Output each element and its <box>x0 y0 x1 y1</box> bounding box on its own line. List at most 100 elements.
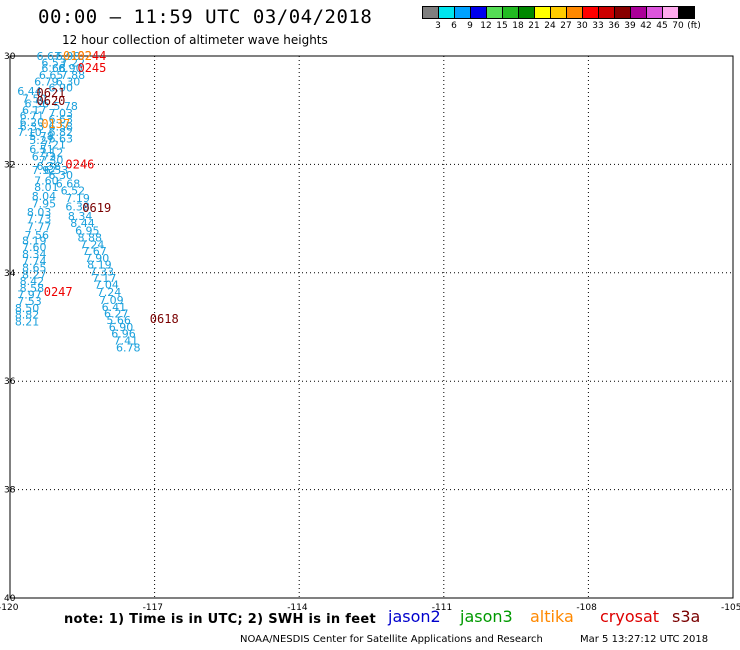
swh-value-label: 7.97 <box>17 288 42 301</box>
color-scale-label: 27 <box>560 21 572 31</box>
pass-time-label: 0618 <box>150 312 179 326</box>
pass-time-label: 0244 <box>77 49 106 63</box>
color-scale-label: 70 <box>672 21 684 31</box>
swh-value-label: 7.21 <box>41 138 66 151</box>
color-scale-label: 15 <box>496 21 508 31</box>
swh-value-label: 7.95 <box>32 197 57 210</box>
swh-value-label: 8.88 <box>77 232 102 245</box>
swh-value-label: 7.56 <box>24 229 49 242</box>
swh-value-label: 5.66 <box>106 314 130 327</box>
swh-value-label: 8.19 <box>22 234 47 247</box>
swh-value-label: 6.90 <box>49 81 73 94</box>
swh-value-label: 6.90 <box>58 62 82 75</box>
swh-value-label: 6.44 <box>17 85 42 98</box>
swh-value-label: 7.88 <box>61 69 86 82</box>
swh-value-label: 7.67 <box>82 245 107 258</box>
color-scale-cell <box>678 6 695 19</box>
swh-value-label: 8.34 <box>68 210 93 223</box>
swh-value-label: 6.53 <box>41 57 66 70</box>
swh-value-label: 7.60 <box>22 241 47 254</box>
swh-value-label: 7.41 <box>114 335 139 348</box>
color-scale-label: 21 <box>528 21 540 31</box>
pass-time-label: 0102 <box>63 49 92 63</box>
swh-value-label: 6.78 <box>116 342 141 355</box>
longitude-tick-label: -117 <box>143 603 163 613</box>
swh-value-label: 7.17 <box>92 272 117 285</box>
color-scale-label: 24 <box>544 21 556 31</box>
pass-time-label: 0137 <box>41 117 70 131</box>
swh-value-label: 6.33 <box>20 120 45 133</box>
swh-value-label: 8.01 <box>34 181 59 194</box>
swh-value-label: 7.33 <box>90 266 115 279</box>
longitude-tick-label: -108 <box>576 603 597 613</box>
swh-value-label: 6.30 <box>56 75 81 88</box>
swh-value-label: 7.03 <box>49 107 73 120</box>
color-scale-label: 18 <box>512 21 524 31</box>
swh-value-label: 7.12 <box>39 146 64 159</box>
color-scale-label: 30 <box>576 21 588 31</box>
swh-value-label: 7.10 <box>17 126 42 139</box>
swh-value-label: 6.90 <box>109 321 134 334</box>
latitude-tick-label: 30 <box>4 52 16 62</box>
swh-value-label: 7.60 <box>34 175 59 188</box>
swh-value-label: 8.21 <box>15 316 40 329</box>
color-scale-bar <box>422 6 695 19</box>
swh-value-label: 7.04 <box>94 279 119 292</box>
swh-value-label: 6.51 <box>29 143 53 156</box>
swh-value-label: 8.50 <box>15 302 40 315</box>
swh-value-label: 6.63 <box>49 132 73 145</box>
legend-item-jason2: jason2 <box>388 607 441 626</box>
swh-value-label: 7.90 <box>85 252 110 265</box>
swh-value-label: 8.44 <box>70 217 95 230</box>
color-scale-label: 45 <box>656 21 668 31</box>
latitude-tick-label: 38 <box>4 486 16 496</box>
swh-value-label: 6.20 <box>20 116 45 129</box>
map-title: 00:00 – 11:59 UTC 03/04/2018 <box>38 6 373 28</box>
swh-value-label: 8.65 <box>22 261 47 274</box>
longitude-tick-label: -114 <box>287 603 308 613</box>
swh-value-label: 6.41 <box>102 301 127 314</box>
color-scale-label: 6 <box>451 21 457 31</box>
swh-value-label: 8.42 <box>20 275 45 288</box>
swh-value-label: 6.65 <box>39 69 64 82</box>
swh-value-label: 6.17 <box>22 104 47 117</box>
swh-value-label: 7.73 <box>27 213 52 226</box>
color-scale-labels: 3 6 9 12 15 18 21 24 27 30 33 36 39 42 45 70 (ft) <box>422 21 740 35</box>
pass-time-label: 0621 <box>37 86 66 100</box>
latitude-tick-label: 40 <box>4 594 16 604</box>
swh-value-label: 7.50 <box>22 92 47 105</box>
latitude-tick-label: 36 <box>4 377 16 387</box>
color-scale-label: 39 <box>624 21 636 31</box>
swh-value-label: 8.04 <box>32 190 57 203</box>
latitude-tick-label: 34 <box>4 269 16 279</box>
latitude-tick-label: 32 <box>4 160 15 170</box>
legend-item-cryosat: cryosat <box>600 607 660 626</box>
generation-timestamp: Mar 5 13:27:12 UTC 2018 <box>580 634 709 645</box>
swh-value-label: 6.36 <box>37 160 62 173</box>
swh-value-label: 6.82 <box>49 126 73 139</box>
pass-time-label: 0619 <box>82 201 111 215</box>
footer-note: note: 1) Time is in UTC; 2) SWH is in fe… <box>64 612 376 627</box>
swh-value-label: 6.63 <box>49 113 73 126</box>
swh-value-label: 6.58 <box>49 120 73 133</box>
swh-value-label: 6.71 <box>20 110 45 123</box>
swh-value-label: 7.77 <box>27 221 52 234</box>
swh-value-label: 5.78 <box>53 100 78 113</box>
color-scale-label: 33 <box>592 21 604 31</box>
longitude-tick-label: -111 <box>432 603 452 613</box>
swh-value-label: 8.82 <box>15 309 40 322</box>
legend-item-jason3: jason3 <box>460 607 513 626</box>
swh-value-label: 6.53 <box>44 164 69 177</box>
map-frame <box>9 55 734 599</box>
swh-value-label: 6.68 <box>41 62 66 75</box>
swh-value-label: 7.24 <box>80 239 105 252</box>
swh-value-label: 6.67 <box>37 50 62 63</box>
longitude-tick-label: -105 <box>721 603 740 613</box>
swh-value-label: 7.24 <box>97 286 122 299</box>
pass-time-label: 0247 <box>44 285 73 299</box>
swh-value-label: 7.74 <box>22 255 47 268</box>
color-scale-label: (ft) <box>687 21 701 31</box>
color-scale-label: 3 <box>435 21 441 31</box>
pass-time-label: 0620 <box>37 94 66 108</box>
